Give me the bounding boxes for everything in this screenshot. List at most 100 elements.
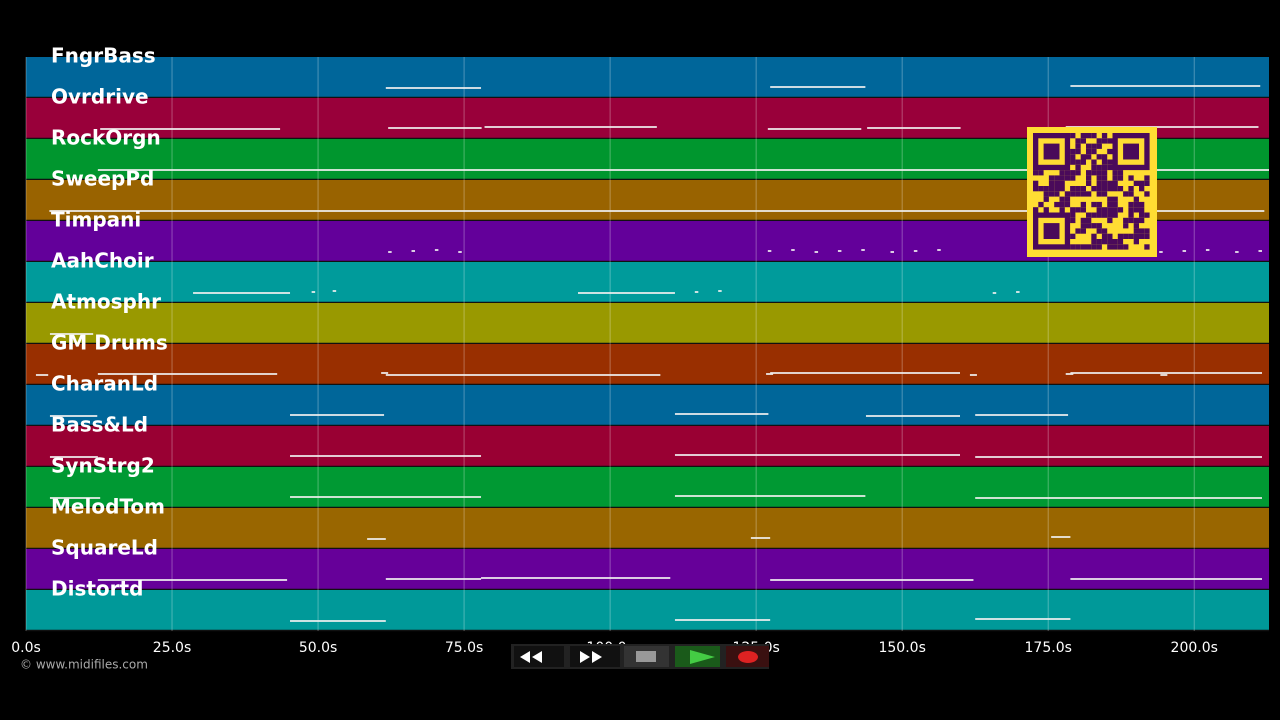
notes [35,85,1270,622]
tick-label: 175.0s [1025,640,1072,656]
qr-module [1107,159,1113,165]
qr-module [1080,228,1086,234]
tick-label: 0.0s [11,640,41,656]
qr-module [1133,217,1139,224]
qr-module [1043,186,1049,192]
note-segment [49,333,94,335]
qr-module [1096,180,1102,186]
qr-module [1086,217,1092,224]
qr-finder [1112,132,1150,171]
note-segment [49,497,101,499]
qr-module [1133,196,1139,202]
note-segment [814,251,819,253]
track-row [26,590,1269,630]
qr-module [1133,207,1139,213]
qr-module [1139,233,1145,239]
qr-module [1070,217,1076,224]
qr-module [1064,175,1071,181]
qr-module [1086,180,1092,186]
qr-module [1117,170,1124,176]
track-label: Timpani [51,208,141,232]
track-label: AahChoir [51,249,154,273]
qr-module [1038,201,1044,208]
note-segment [1051,536,1071,538]
qr-module [1112,212,1118,218]
qr-module [1107,196,1113,202]
qr-module [1070,175,1076,181]
qr-module [1096,201,1102,208]
qr-module [1101,159,1108,165]
track-label: SquareLd [51,536,158,560]
qr-module [1075,138,1081,144]
qr-module [1059,170,1065,176]
rewind-button[interactable] [514,646,564,667]
note-segment [49,456,98,458]
track-row [26,262,1269,302]
stop-button[interactable] [624,646,669,667]
qr-module [1059,207,1065,213]
tick-label: 200.0s [1171,640,1218,656]
qr-module [1107,212,1113,218]
qr-module [1107,164,1113,171]
qr-module [1080,138,1086,144]
note-segment [1065,373,1074,375]
qr-module [1123,233,1129,239]
qr-module [1048,191,1055,197]
qr-module [1033,207,1039,213]
track-labels: FngrBass Ovrdrive RockOrgn SweepPd Timpani Aa… [51,44,168,601]
qr-module [1075,186,1081,192]
qr-module [1091,148,1097,155]
track-label: Distortd [51,577,143,601]
qr-module [1096,143,1102,149]
note-segment [385,578,482,580]
qr-module [1107,217,1113,224]
qr-module [1086,212,1092,218]
qr-module [1101,212,1108,218]
note-segment [332,290,337,292]
qr-module [1064,170,1071,176]
qr-module [1091,212,1097,218]
note-segment [674,454,961,456]
play-button[interactable] [675,646,720,667]
qr-module [1123,244,1129,250]
note-segment [975,497,1262,499]
qr-module [1086,170,1092,176]
qr-module [1107,244,1113,250]
record-button[interactable] [726,646,769,667]
qr-module [1117,239,1124,245]
track-label: CharanLd [51,372,158,396]
qr-module [1112,239,1118,245]
note-segment [770,579,974,581]
track-label: Atmosphr [51,290,161,314]
note-segment [975,456,1262,458]
note-segment [385,374,661,376]
qr-module [1080,186,1086,192]
qr-module [1096,164,1102,171]
note-segment [434,249,439,251]
qr-module [1080,191,1086,197]
qr-finder-center [1043,143,1060,160]
qr-code [1027,127,1157,257]
qr-module [1086,175,1092,181]
qr-module [1043,207,1049,213]
forward-button[interactable] [570,646,620,667]
track-label: SweepPd [51,167,154,191]
qr-module [1112,180,1118,186]
qr-module [1086,244,1092,250]
note-segment [1070,85,1261,87]
qr-module [1101,233,1108,239]
qr-module [1128,201,1134,208]
note-segment [193,292,291,294]
forward-icon [580,651,602,663]
note-segment [865,415,961,417]
track-label: SynStrg2 [51,454,155,478]
note-segment [1205,249,1210,251]
qr-module [1133,201,1139,208]
qr-module [1043,191,1049,197]
qr-module [1117,244,1124,250]
qr-module [1096,186,1102,192]
qr-module [1107,207,1113,213]
qr-module [1144,180,1150,186]
qr-module [1096,175,1102,181]
